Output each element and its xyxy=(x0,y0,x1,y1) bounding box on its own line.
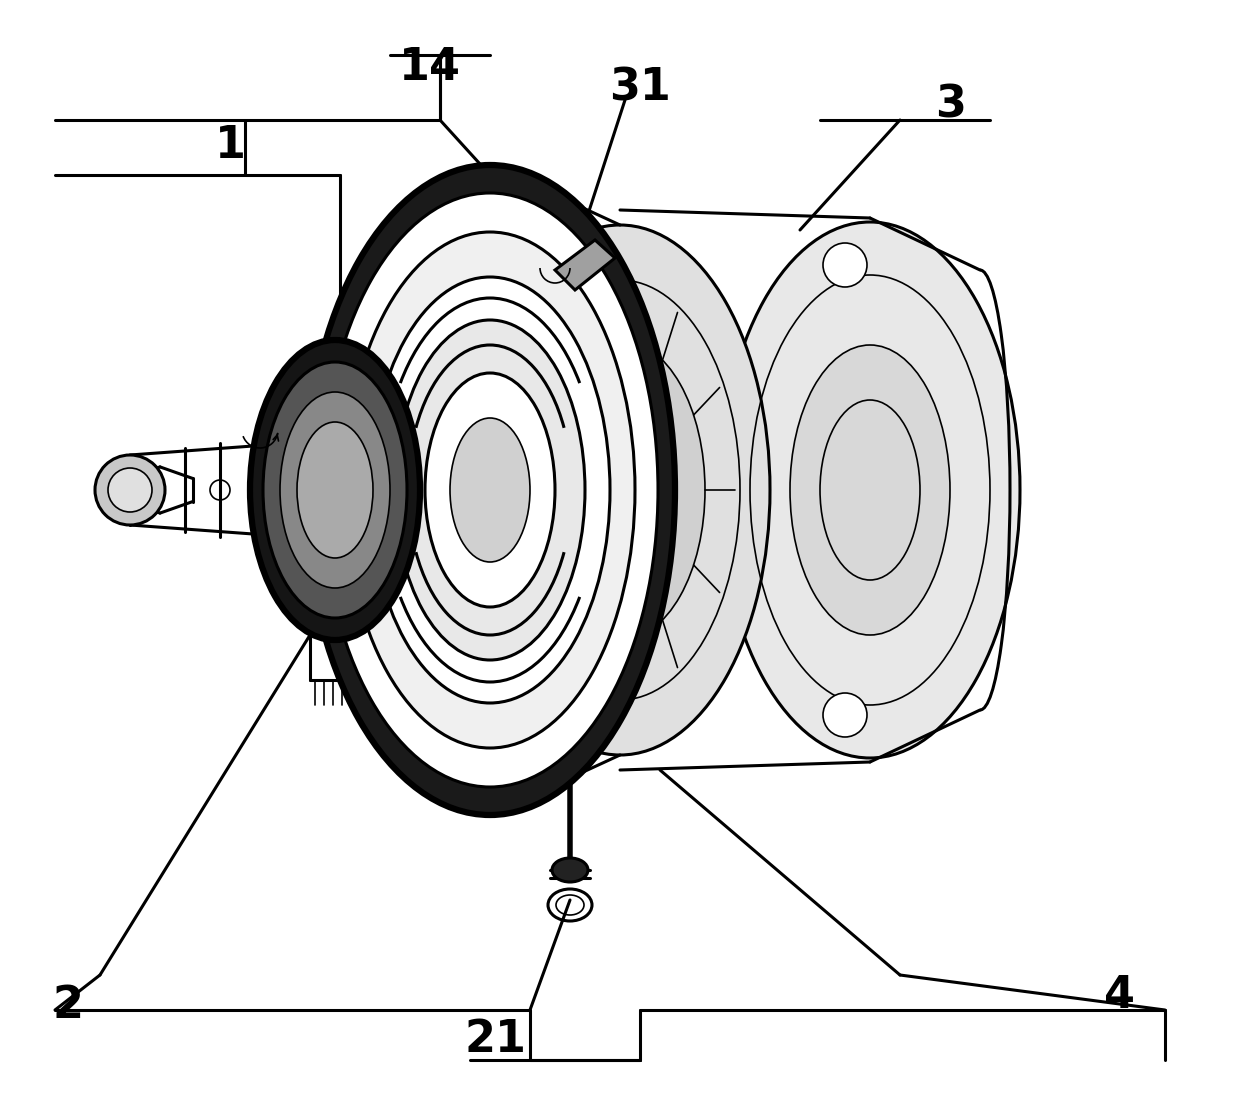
Ellipse shape xyxy=(790,345,950,635)
Ellipse shape xyxy=(395,320,585,660)
Text: 14: 14 xyxy=(399,47,461,90)
Ellipse shape xyxy=(823,692,867,737)
Ellipse shape xyxy=(425,373,555,607)
Ellipse shape xyxy=(535,340,705,640)
Ellipse shape xyxy=(297,422,373,558)
Ellipse shape xyxy=(450,418,530,562)
Ellipse shape xyxy=(305,165,675,815)
Text: 4: 4 xyxy=(1104,974,1135,1016)
Ellipse shape xyxy=(263,362,406,618)
Ellipse shape xyxy=(470,225,769,755)
Ellipse shape xyxy=(280,392,390,588)
Ellipse shape xyxy=(344,232,636,748)
Ellipse shape xyxy=(720,222,1020,758)
Ellipse shape xyxy=(370,277,610,702)
Text: 31: 31 xyxy=(610,66,672,110)
Ellipse shape xyxy=(108,468,152,512)
Text: 1: 1 xyxy=(214,123,245,166)
Text: 2: 2 xyxy=(52,984,83,1026)
Ellipse shape xyxy=(250,340,420,640)
Ellipse shape xyxy=(322,193,658,787)
Polygon shape xyxy=(555,240,615,290)
Text: 21: 21 xyxy=(463,1018,527,1061)
Ellipse shape xyxy=(823,243,867,287)
Text: 3: 3 xyxy=(934,83,965,126)
Ellipse shape xyxy=(553,858,589,882)
Ellipse shape xyxy=(95,455,165,525)
